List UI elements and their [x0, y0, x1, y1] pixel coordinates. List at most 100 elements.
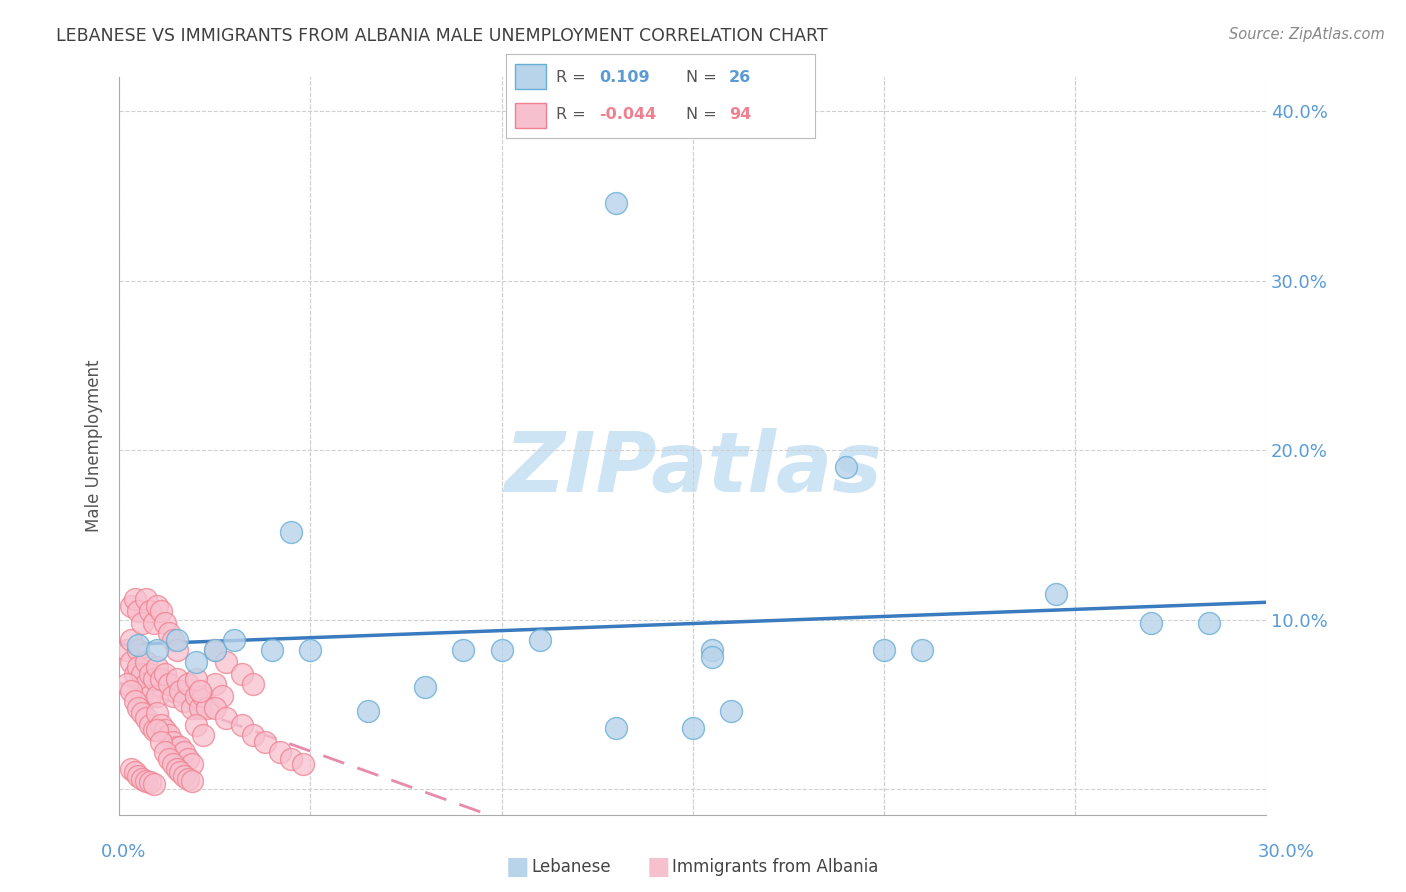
Point	[491, 643, 513, 657]
Point	[242, 728, 264, 742]
Bar	[516, 103, 547, 128]
Text: Source: ZipAtlas.com: Source: ZipAtlas.com	[1229, 27, 1385, 42]
Point	[193, 728, 215, 742]
Point	[280, 524, 302, 539]
Point	[135, 592, 157, 607]
Point	[146, 723, 169, 737]
Point	[204, 677, 226, 691]
Point	[166, 643, 188, 657]
Point	[131, 706, 153, 720]
Point	[162, 633, 184, 648]
Point	[1198, 616, 1220, 631]
Point	[204, 643, 226, 657]
Point	[124, 592, 146, 607]
Point	[605, 721, 627, 735]
Point	[146, 599, 169, 614]
Point	[162, 756, 184, 771]
Point	[139, 775, 162, 789]
Point	[153, 745, 176, 759]
Point	[139, 717, 162, 731]
Point	[215, 711, 238, 725]
Point	[1045, 587, 1067, 601]
Point	[193, 689, 215, 703]
Text: 94: 94	[728, 107, 751, 122]
Point	[169, 739, 191, 754]
Text: N =: N =	[686, 70, 716, 85]
Point	[127, 643, 149, 657]
Point	[166, 633, 188, 648]
Point	[184, 672, 207, 686]
Point	[180, 773, 202, 788]
Point	[142, 616, 165, 631]
Point	[115, 643, 138, 657]
Point	[139, 604, 162, 618]
Point	[135, 677, 157, 691]
Text: 26: 26	[728, 70, 751, 85]
Point	[157, 751, 180, 765]
Point	[135, 655, 157, 669]
Text: ZIPatlas: ZIPatlas	[503, 427, 882, 508]
Point	[135, 711, 157, 725]
Point	[150, 672, 173, 686]
Point	[720, 704, 742, 718]
Point	[204, 643, 226, 657]
Point	[204, 701, 226, 715]
Point	[115, 677, 138, 691]
Point	[131, 667, 153, 681]
Point	[873, 643, 896, 657]
Point	[146, 643, 169, 657]
Point	[269, 745, 291, 759]
Point	[231, 717, 253, 731]
Point	[127, 604, 149, 618]
Point	[184, 655, 207, 669]
Point	[150, 734, 173, 748]
Point	[184, 689, 207, 703]
Point	[120, 684, 142, 698]
Point	[253, 734, 276, 748]
Point	[184, 717, 207, 731]
Point	[139, 667, 162, 681]
Point	[124, 694, 146, 708]
Text: 30.0%: 30.0%	[1258, 843, 1315, 861]
Bar	[516, 63, 547, 89]
Point	[700, 643, 723, 657]
Text: R =: R =	[555, 70, 585, 85]
Point	[166, 762, 188, 776]
Point	[169, 684, 191, 698]
Point	[166, 672, 188, 686]
Point	[139, 689, 162, 703]
Point	[173, 694, 195, 708]
Point	[299, 643, 322, 657]
Point	[146, 689, 169, 703]
Text: 0.109: 0.109	[599, 70, 650, 85]
Point	[124, 765, 146, 780]
Point	[215, 655, 238, 669]
Point	[142, 777, 165, 791]
Point	[135, 773, 157, 788]
Point	[357, 704, 380, 718]
Point	[142, 672, 165, 686]
Point	[146, 706, 169, 720]
Point	[291, 756, 314, 771]
Point	[153, 616, 176, 631]
Text: Immigrants from Albania: Immigrants from Albania	[672, 858, 879, 876]
Point	[413, 681, 436, 695]
Point	[222, 633, 245, 648]
Point	[529, 633, 551, 648]
Point	[682, 721, 704, 735]
Point	[157, 728, 180, 742]
Point	[157, 626, 180, 640]
Point	[162, 689, 184, 703]
Text: LEBANESE VS IMMIGRANTS FROM ALBANIA MALE UNEMPLOYMENT CORRELATION CHART: LEBANESE VS IMMIGRANTS FROM ALBANIA MALE…	[56, 27, 828, 45]
Point	[169, 765, 191, 780]
Point	[1140, 616, 1163, 631]
Text: 0.0%: 0.0%	[101, 843, 146, 861]
Point	[173, 768, 195, 782]
Point	[231, 667, 253, 681]
Y-axis label: Male Unemployment: Male Unemployment	[86, 359, 103, 533]
Text: -0.044: -0.044	[599, 107, 657, 122]
Point	[177, 751, 200, 765]
Point	[150, 604, 173, 618]
Text: ■: ■	[647, 855, 671, 879]
Point	[177, 772, 200, 786]
